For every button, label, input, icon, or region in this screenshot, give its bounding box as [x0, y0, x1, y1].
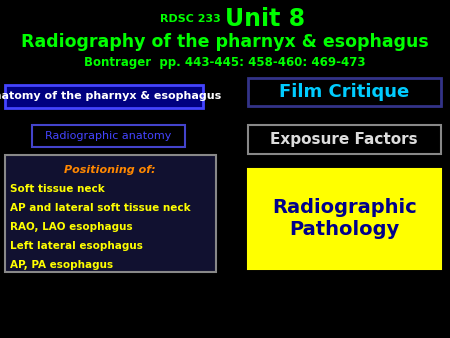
FancyBboxPatch shape [248, 169, 441, 269]
Text: RAO, LAO esophagus: RAO, LAO esophagus [10, 222, 133, 232]
Text: Anatomy of the pharnyx & esophagus: Anatomy of the pharnyx & esophagus [0, 91, 221, 101]
FancyBboxPatch shape [248, 125, 441, 154]
Text: Unit 8: Unit 8 [225, 6, 305, 31]
FancyBboxPatch shape [248, 78, 441, 106]
Text: RDSC 233: RDSC 233 [160, 14, 225, 24]
Text: Film Critique: Film Critique [279, 83, 410, 101]
Text: AP and lateral soft tissue neck: AP and lateral soft tissue neck [10, 203, 190, 213]
Text: Exposure Factors: Exposure Factors [270, 132, 418, 147]
Text: Soft tissue neck: Soft tissue neck [10, 184, 105, 194]
Text: Radiography of the pharnyx & esophagus: Radiography of the pharnyx & esophagus [21, 33, 429, 51]
Text: AP, PA esophagus: AP, PA esophagus [10, 260, 113, 270]
Text: Radiographic
Pathology: Radiographic Pathology [272, 198, 417, 239]
Text: Radiographic anatomy: Radiographic anatomy [45, 131, 171, 141]
FancyBboxPatch shape [32, 125, 184, 147]
Text: Bontrager  pp. 443-445: 458-460: 469-473: Bontrager pp. 443-445: 458-460: 469-473 [84, 56, 366, 69]
Text: Left lateral esophagus: Left lateral esophagus [10, 241, 143, 251]
FancyBboxPatch shape [4, 84, 202, 108]
Text: Positioning of:: Positioning of: [64, 165, 156, 175]
FancyBboxPatch shape [4, 155, 216, 272]
